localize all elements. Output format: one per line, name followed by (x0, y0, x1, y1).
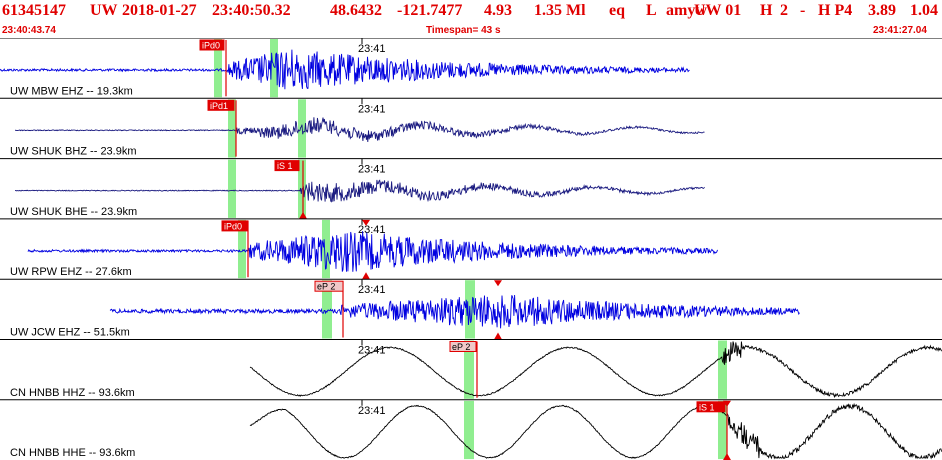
event-depth: 4.93 (484, 2, 512, 19)
pick-label-box (274, 160, 300, 172)
event-value2: 1.04 (910, 2, 938, 19)
pick-label-box (314, 280, 344, 292)
pick-triangle-bottom (723, 453, 731, 460)
pick-label: iPd0 (202, 41, 220, 51)
pick-window (322, 219, 330, 279)
pick-triangle-top (494, 280, 502, 287)
station-label: UW MBW EHZ -- 19.3km (10, 85, 133, 97)
seismogram-panel: 23:41 iPd0 UW MBW EHZ -- 19.3km 23:41 iPd1 UW… (0, 38, 942, 460)
pick-window (718, 340, 727, 399)
pick-label-box (449, 341, 477, 352)
station-label: CN HNBB HHE -- 93.6km (10, 447, 135, 459)
waveform-trace (249, 402, 942, 460)
pick-window (464, 340, 474, 399)
event-quality: H (760, 2, 773, 19)
pick-label-box (221, 220, 249, 232)
event-network: UW (90, 2, 118, 19)
pick-window (718, 400, 727, 460)
pick-label: iPd0 (224, 221, 242, 231)
event-dash: - (800, 2, 806, 19)
station-label: UW JCW EHZ -- 51.5km (10, 327, 130, 339)
minute-tick-label: 23:41 (358, 103, 386, 115)
end-time: 23:41:27.04 (873, 25, 927, 36)
minute-tick-label: 23:41 (358, 345, 386, 357)
event-type: eq (609, 2, 625, 19)
start-time: 23:40:43.74 (2, 25, 56, 36)
event-value1: 3.89 (868, 2, 896, 19)
pick-triangle-top (723, 400, 731, 407)
event-summary-line: 61345147 UW 2018-01-27 23:40:50.32 48.64… (0, 2, 942, 24)
pick-label: eP 2 (317, 282, 335, 292)
pick-window (270, 39, 278, 98)
pick-triangle-top (362, 219, 370, 226)
event-time: 23:40:50.32 (212, 2, 291, 19)
pick-window (228, 159, 236, 218)
waveform-trace (0, 49, 690, 90)
event-flag: L (646, 2, 657, 19)
event-id: 61345147 (2, 2, 66, 19)
event-author: amyw (666, 2, 707, 19)
pick-label-box (199, 39, 225, 51)
waveform-trace (14, 117, 705, 143)
pick-label-box (207, 99, 235, 111)
minute-tick-label: 23:41 (358, 164, 386, 176)
pick-triangle-bottom (494, 332, 502, 340)
station-label: UW SHUK BHE -- 23.9km (10, 206, 137, 218)
minute-tick-label: 23:41 (358, 405, 386, 417)
pick-window (228, 99, 236, 158)
pick-label: iS 1 (277, 161, 293, 171)
station-label: UW RPW EHZ -- 27.6km (10, 266, 132, 278)
event-lat: 48.6432 (330, 2, 382, 19)
pick-label: eP 2 (452, 342, 470, 352)
pick-triangle-bottom (299, 211, 307, 219)
waveform-trace (109, 294, 800, 329)
event-date: 2018-01-27 (122, 2, 197, 19)
pick-window (214, 39, 222, 98)
timespan: Timespan= 43 s (426, 25, 501, 36)
station-label: CN HNBB HHZ -- 93.6km (10, 387, 135, 399)
minute-tick-label: 23:41 (358, 224, 386, 236)
event-phase-info: H P4 (818, 2, 853, 19)
pick-window (464, 400, 474, 460)
pick-label: iPd1 (210, 101, 228, 111)
pick-label: iS 1 (699, 402, 715, 412)
pick-window (238, 219, 246, 279)
waveform-trace (249, 341, 942, 399)
time-range-line: 23:40:43.74 Timespan= 43 s 23:41:27.04 (0, 24, 942, 38)
event-lon: -121.7477 (397, 2, 463, 19)
pick-triangle-bottom (362, 272, 370, 280)
waveform-trace (15, 179, 705, 203)
minute-tick-label: 23:41 (358, 43, 386, 55)
event-source: UW 01 (694, 2, 742, 19)
pick-label-box (696, 401, 726, 413)
event-magnitude: 1.35 Ml (534, 2, 586, 19)
waveform-trace (27, 231, 718, 272)
minute-tick-label: 23:41 (358, 284, 386, 296)
event-header: 61345147 UW 2018-01-27 23:40:50.32 48.64… (0, 0, 942, 38)
station-label: UW SHUK BHZ -- 23.9km (10, 146, 137, 158)
event-count: 2 (780, 2, 788, 19)
pick-window (322, 280, 332, 339)
